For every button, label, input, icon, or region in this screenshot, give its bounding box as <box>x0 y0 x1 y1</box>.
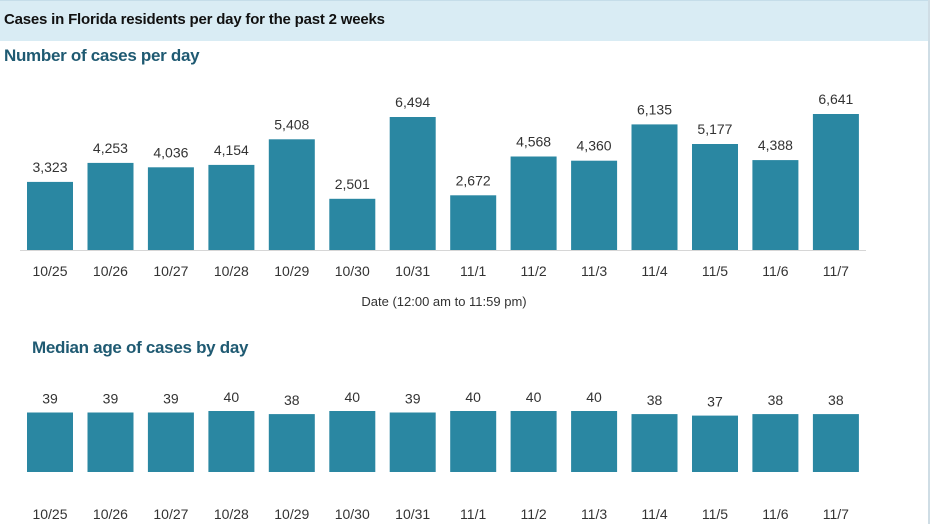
age-x-tick-label: 11/1 <box>460 506 486 522</box>
age-x-tick-label: 10/31 <box>395 506 430 522</box>
age-x-tick-label: 11/2 <box>520 506 546 522</box>
age-value-label: 39 <box>42 391 58 407</box>
cases-x-tick-label: 10/26 <box>93 263 128 279</box>
age-x-tick-label: 10/29 <box>274 506 309 522</box>
age-value-label: 40 <box>465 389 481 405</box>
cases-x-tick-label: 11/2 <box>520 263 546 279</box>
cases-value-label: 3,323 <box>32 159 67 175</box>
age-value-label: 40 <box>224 389 240 405</box>
cases-bar-11-1 <box>450 195 497 250</box>
cases-bar-10-29 <box>268 139 315 250</box>
header-band: Cases in Florida residents per day for t… <box>0 0 930 41</box>
age-value-label: 39 <box>405 391 421 407</box>
age-bar-10-26 <box>87 412 134 472</box>
age-x-tick-label: 10/28 <box>214 506 249 522</box>
age-value-label: 40 <box>526 389 542 405</box>
cases-bar-11-4 <box>631 124 678 250</box>
cases-bar-11-7 <box>812 114 859 250</box>
cases-x-tick-label: 10/29 <box>274 263 309 279</box>
age-value-label: 40 <box>344 389 360 405</box>
age-x-tick-label: 11/4 <box>641 506 667 522</box>
age-x-tick-label: 11/6 <box>762 506 788 522</box>
cases-value-label: 4,360 <box>577 138 612 154</box>
age-x-tick-label: 10/27 <box>153 506 188 522</box>
cases-bar-10-27 <box>147 167 194 250</box>
cases-value-label: 5,177 <box>697 121 732 137</box>
cases-value-label: 4,253 <box>93 140 128 156</box>
age-x-tick-label: 10/26 <box>93 506 128 522</box>
cases-x-axis-title: Date (12:00 am to 11:59 pm) <box>361 294 526 309</box>
cases-value-label: 5,408 <box>274 116 309 132</box>
cases-x-tick-label: 11/1 <box>460 263 486 279</box>
cases-x-tick-label: 11/3 <box>581 263 607 279</box>
cases-x-tick-label: 10/30 <box>335 263 370 279</box>
age-x-tick-label: 10/30 <box>335 506 370 522</box>
cases-x-tick-label: 11/5 <box>702 263 728 279</box>
age-x-tick-label: 11/5 <box>702 506 728 522</box>
age-value-label: 38 <box>768 392 784 408</box>
cases-value-label: 4,154 <box>214 142 249 158</box>
age-value-label: 37 <box>707 394 723 410</box>
age-value-label: 40 <box>586 389 602 405</box>
cases-x-tick-label: 11/4 <box>641 263 667 279</box>
page-title: Cases in Florida residents per day for t… <box>4 11 385 28</box>
cases-bar-11-6 <box>752 160 799 250</box>
cases-value-label: 4,568 <box>516 134 551 150</box>
cases-value-label: 2,672 <box>456 172 491 188</box>
cases-bar-10-28 <box>208 164 255 250</box>
age-x-tick-label: 11/7 <box>823 506 849 522</box>
cases-value-label: 6,641 <box>818 91 853 107</box>
age-bar-chart: 39 10/25 39 10/26 39 10/27 40 10/28 38 10/29 40 10/… <box>27 389 859 522</box>
cases-value-label: 4,036 <box>153 144 188 160</box>
age-bar-10-27 <box>147 412 194 472</box>
cases-x-tick-label: 10/27 <box>153 263 188 279</box>
cases-bar-11-5 <box>692 144 738 250</box>
age-bar-10-28 <box>208 411 255 472</box>
age-bar-11-1 <box>450 411 497 472</box>
cases-bar-chart: 3,323 10/25 4,253 10/26 4,036 10/27 4,154 10/28… <box>20 91 866 279</box>
cases-bar-11-3 <box>571 160 618 250</box>
age-bar-11-7 <box>812 414 859 472</box>
cases-x-tick-label: 11/7 <box>823 263 849 279</box>
age-bar-10-25 <box>27 412 73 472</box>
cases-chart-title: Number of cases per day <box>4 46 200 65</box>
age-x-tick-label: 11/3 <box>581 506 607 522</box>
cases-value-label: 6,494 <box>395 94 430 110</box>
age-bar-11-3 <box>571 411 618 472</box>
cases-x-tick-label: 10/31 <box>395 263 430 279</box>
cases-bar-10-31 <box>389 117 436 250</box>
age-value-label: 39 <box>103 391 119 407</box>
age-bar-10-29 <box>268 414 315 472</box>
cases-bar-10-30 <box>329 198 376 250</box>
age-bar-11-6 <box>752 414 799 472</box>
cases-value-label: 2,501 <box>335 176 370 192</box>
age-bar-10-31 <box>389 412 436 472</box>
age-value-label: 38 <box>828 392 844 408</box>
cases-value-label: 4,388 <box>758 137 793 153</box>
age-x-tick-label: 10/25 <box>32 506 67 522</box>
cases-bar-10-26 <box>87 162 134 250</box>
age-value-label: 39 <box>163 391 179 407</box>
cases-x-tick-label: 10/25 <box>32 263 67 279</box>
age-chart-title: Median age of cases by day <box>32 338 249 357</box>
cases-x-tick-label: 10/28 <box>214 263 249 279</box>
cases-bar-11-2 <box>510 156 557 250</box>
age-value-label: 38 <box>647 392 663 408</box>
cases-x-tick-label: 11/6 <box>762 263 788 279</box>
cases-bar-10-25 <box>27 181 73 250</box>
age-bar-10-30 <box>329 411 376 472</box>
age-bar-11-4 <box>631 414 678 472</box>
cases-value-label: 6,135 <box>637 101 672 117</box>
right-divider <box>928 0 930 524</box>
age-bar-11-2 <box>510 411 557 472</box>
age-value-label: 38 <box>284 392 300 408</box>
age-bar-11-5 <box>692 415 738 472</box>
